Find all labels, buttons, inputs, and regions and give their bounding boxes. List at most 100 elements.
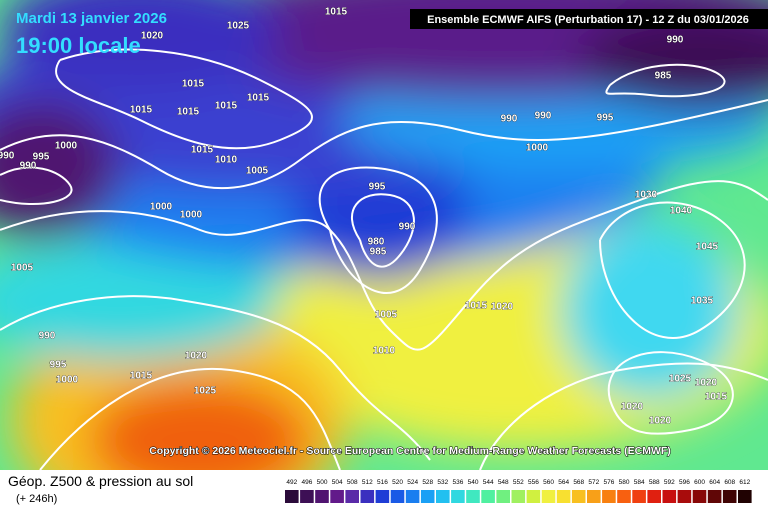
scale-label: 504 [332,479,343,486]
scale-label: 564 [558,479,569,486]
scale-swatch [420,490,435,503]
isobar-label: 1035 [691,296,714,307]
forecast-date: Mardi 13 janvier 2026 [16,10,167,27]
scale-label: 584 [634,479,645,486]
scale-label: 568 [573,479,584,486]
scale-label: 572 [588,479,599,486]
isobar-label: 1005 [11,263,34,274]
isobar-label: 1000 [150,202,173,213]
isobar-label: 1040 [670,206,693,217]
isobar-label: 1015 [182,79,205,90]
scale-swatch [692,490,707,503]
copyright: Copyright © 2026 Meteociel.fr - Source E… [149,445,671,457]
scale-label: 492 [286,479,297,486]
forecast-time: 19:00 locale [16,33,141,58]
scale-label: 560 [543,479,554,486]
scale-label: 588 [649,479,660,486]
isobar-label: 1025 [227,21,250,32]
scale-swatch [617,490,631,503]
scale-label: 544 [483,479,494,486]
isobar-label: 1030 [635,190,658,201]
scale-label: 516 [377,479,388,486]
scale-swatch [390,490,405,503]
scale-swatch [330,490,344,503]
scale-swatch [466,490,480,503]
isobar-label: 1005 [375,310,398,321]
scale-swatch [315,490,329,503]
scale-swatch [300,490,314,503]
isobar-label: 985 [370,247,387,258]
isobar-label: 1000 [180,210,203,221]
isobar-label: 1015 [247,93,270,104]
scale-swatch [285,490,299,503]
footer-lead: (+ 246h) [16,493,57,505]
isobar-label: 990 [501,114,518,125]
isobar-label: 995 [33,152,50,163]
scale-label: 536 [453,479,464,486]
scale-swatch [662,490,677,503]
scale-label: 548 [498,479,509,486]
isobar-label: 995 [369,182,386,193]
scale-swatch [738,490,752,503]
isobar-label: 995 [50,360,67,371]
scale-label: 600 [694,479,705,486]
isobar-label: 1010 [373,346,396,357]
scale-swatch [722,490,737,503]
isobar-label: 1020 [141,31,164,42]
isobar-label: 990 [535,111,552,122]
scale-swatch [375,490,390,503]
scale-label: 608 [724,479,735,486]
scale-swatch [451,490,465,503]
model-banner [410,9,768,29]
isobar-label: 1015 [130,105,153,116]
model-info: Ensemble ECMWF AIFS (Perturbation 17) - … [427,14,749,26]
scale-label: 604 [709,479,720,486]
scale-swatch [556,490,571,503]
isobar-label: 1015 [325,7,348,18]
isobar-label: 990 [39,331,56,342]
isobar-label: 1015 [215,101,238,112]
scale-label: 496 [302,479,313,486]
scale-label: 532 [437,479,448,486]
scale-swatch [647,490,661,503]
scale-swatch [436,490,450,503]
isobar-label: 1020 [695,378,718,389]
scale-label: 580 [619,479,630,486]
isobar-label: 1000 [56,375,79,386]
scale-label: 520 [392,479,403,486]
scale-swatch [511,490,526,503]
isobar-label: 990 [667,35,684,46]
scale-label: 552 [513,479,524,486]
isobar-label: 985 [655,71,672,82]
isobar-label: 990 [20,161,37,172]
isobar-label: 1005 [246,166,269,177]
scale-label: 576 [604,479,615,486]
scale-swatch [587,490,601,503]
scale-swatch [405,490,420,503]
isobar-label: 1045 [696,242,719,253]
footer-title: Géop. Z500 & pression au sol [8,473,193,489]
scale-label: 596 [679,479,690,486]
isobar-label: 990 [0,151,15,162]
isobar-label: 1020 [185,351,208,362]
scale-label: 512 [362,479,373,486]
isobar-label: 1015 [191,145,214,156]
scale-swatch [541,490,556,503]
scale-label: 612 [739,479,750,486]
scale-label: 556 [528,479,539,486]
isobar-label: 990 [399,222,416,233]
scale-swatch [496,490,510,503]
isobar-label: 1015 [177,107,200,118]
isobar-label: 1020 [491,302,514,313]
scale-label: 524 [407,479,418,486]
scale-label: 540 [468,479,479,486]
isobar-label: 1025 [194,386,217,397]
isobar-label: 1015 [705,392,728,403]
scale-swatch [677,490,692,503]
scale-swatch [526,490,541,503]
scale-swatch [632,490,646,503]
isobar-label: 1010 [215,155,238,166]
isobar-label: 1020 [649,416,672,427]
